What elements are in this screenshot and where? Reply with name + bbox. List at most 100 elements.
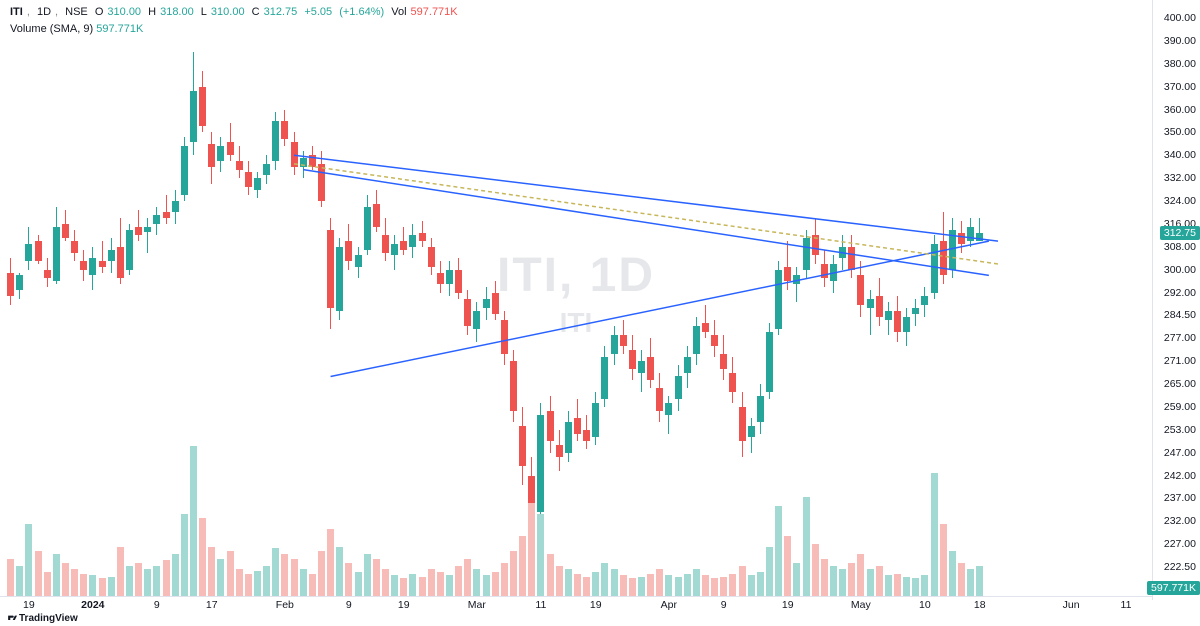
volume-bar <box>473 569 480 596</box>
candle-body <box>44 270 51 279</box>
candle-wick <box>138 210 139 241</box>
chart-legend: ITI, 1D, NSE O310.00 H318.00 L310.00 C31… <box>10 4 462 37</box>
volume-bar <box>355 572 362 596</box>
volume-bar <box>208 547 215 597</box>
candle-body <box>547 411 554 442</box>
volume-bar <box>227 551 234 596</box>
volume-bar <box>720 577 727 597</box>
y-tick-label: 400.00 <box>1164 12 1196 24</box>
volume-bar <box>675 577 682 597</box>
price-axis[interactable]: 400.00390.00380.00370.00360.00350.00340.… <box>1152 0 1200 600</box>
candle-body <box>227 142 234 156</box>
volume-bar <box>556 566 563 596</box>
candle-body <box>181 146 188 195</box>
volume-bar <box>153 566 160 596</box>
candle-body <box>236 161 243 170</box>
legend-vol-label: Vol <box>391 6 406 18</box>
legend-indicator-val: 597.771K <box>96 23 143 35</box>
candle-body <box>281 121 288 139</box>
y-tick-label: 284.50 <box>1164 309 1196 321</box>
y-tick-label: 227.00 <box>1164 538 1196 550</box>
x-tick-label: 11 <box>535 599 546 611</box>
x-tick-label: Apr <box>661 599 677 611</box>
candle-body <box>537 415 544 513</box>
legend-o-label: O <box>95 6 104 18</box>
volume-bar <box>217 559 224 597</box>
candle-body <box>473 311 480 329</box>
volume-bar <box>912 578 919 596</box>
candle-body <box>126 230 133 270</box>
volume-bar <box>25 524 32 596</box>
volume-bar <box>327 529 334 597</box>
time-axis[interactable]: 192024917Feb919Mar1119Apr919May1018Jun11 <box>0 596 1152 612</box>
volume-bar <box>409 574 416 597</box>
candle-body <box>601 357 608 399</box>
tradingview-branding: TradingView <box>6 612 78 624</box>
volume-bar <box>272 548 279 596</box>
candle-body <box>565 422 572 453</box>
volume-bar <box>437 572 444 596</box>
candle-body <box>675 376 682 399</box>
volume-bar <box>300 569 307 596</box>
chart-container[interactable]: ITI, 1D, NSE O310.00 H318.00 L310.00 C31… <box>0 0 1200 626</box>
y-tick-label: 232.00 <box>1164 515 1196 527</box>
candle-body <box>812 235 819 255</box>
candle-body <box>446 270 453 284</box>
volume-bar <box>711 578 718 596</box>
candle-body <box>99 261 106 267</box>
candle-body <box>428 247 435 267</box>
x-tick-label: 10 <box>919 599 931 611</box>
candle-body <box>25 244 32 261</box>
volume-bar <box>931 473 938 596</box>
candle-body <box>693 326 700 353</box>
volume-bar <box>830 566 837 596</box>
candle-body <box>71 241 78 252</box>
volume-bar <box>848 563 855 596</box>
candle-body <box>345 241 352 261</box>
price-chart[interactable] <box>0 0 1152 596</box>
candle-body <box>199 87 206 126</box>
y-tick-label: 292.00 <box>1164 287 1196 299</box>
candle-body <box>62 224 69 238</box>
volume-bar <box>921 575 928 596</box>
legend-close: 312.75 <box>264 6 298 18</box>
volume-bar <box>684 574 691 597</box>
volume-bar <box>620 575 627 596</box>
candle-body <box>647 357 654 380</box>
y-tick-label: 308.00 <box>1164 241 1196 253</box>
candle-body <box>748 426 755 437</box>
volume-bar <box>364 554 371 596</box>
volume-bar <box>647 574 654 597</box>
candle-body <box>135 227 142 236</box>
volume-bar <box>812 544 819 597</box>
candle-body <box>867 299 874 308</box>
candle-body <box>153 215 160 224</box>
legend-c-label: C <box>252 6 260 18</box>
candle-body <box>894 311 901 332</box>
volume-bar <box>775 506 782 596</box>
candle-body <box>208 144 215 167</box>
volume-bar <box>16 566 23 596</box>
volume-bar <box>89 575 96 596</box>
candle-body <box>793 275 800 284</box>
volume-bar <box>99 578 106 596</box>
candle-body <box>903 317 910 332</box>
candle-body <box>318 164 325 201</box>
last-price-badge: 312.75 <box>1160 226 1200 240</box>
volume-bar <box>62 563 69 596</box>
candle-body <box>35 241 42 261</box>
candle-body <box>684 357 691 372</box>
x-tick-label: 2024 <box>81 599 104 611</box>
candle-body <box>80 261 87 270</box>
legend-change-pct: (+1.64%) <box>339 6 384 18</box>
candle-body <box>245 172 252 186</box>
volume-bar <box>126 566 133 596</box>
candle-body <box>16 275 23 289</box>
volume-bar <box>483 575 490 596</box>
x-tick-label: 19 <box>782 599 794 611</box>
volume-bar <box>967 569 974 596</box>
y-tick-label: 222.50 <box>1164 561 1196 573</box>
x-tick-label: 19 <box>590 599 602 611</box>
candle-body <box>172 201 179 212</box>
branding-text: TradingView <box>19 613 78 624</box>
